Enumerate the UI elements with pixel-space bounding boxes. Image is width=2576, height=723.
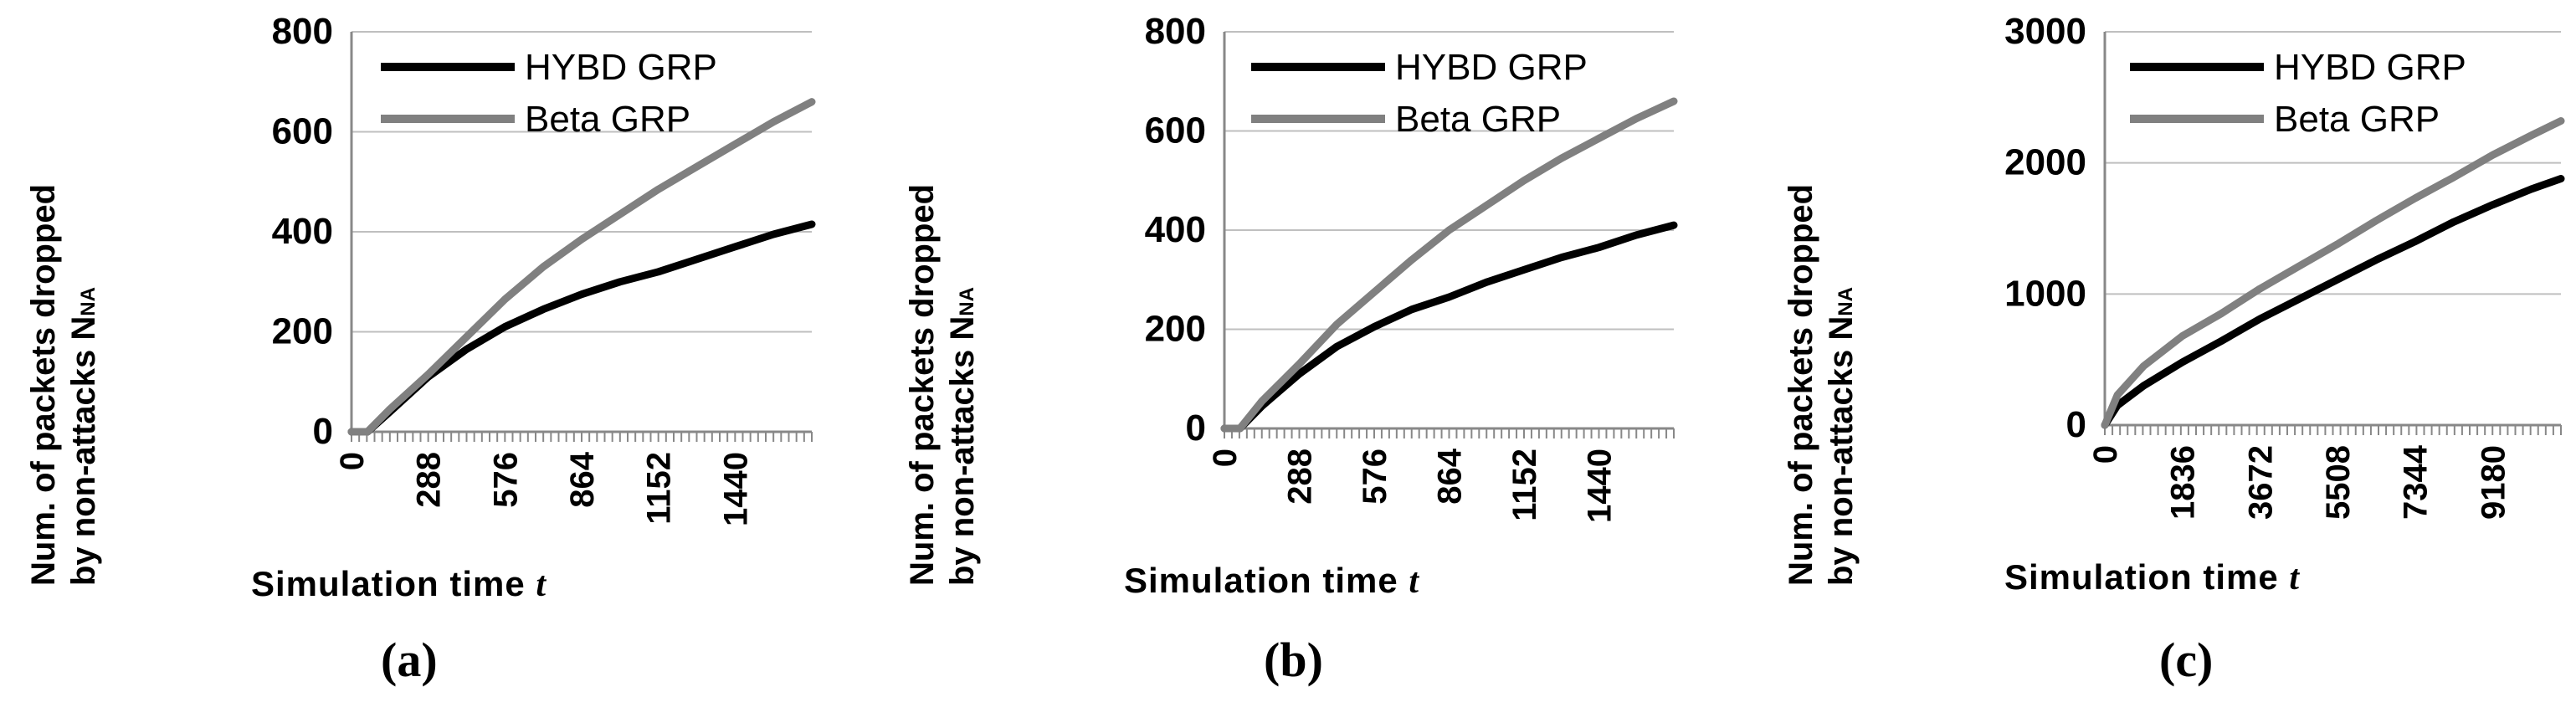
legend-label: HYBD GRP (1395, 47, 1588, 88)
y-tick-label: 200 (1145, 309, 1206, 350)
chart-3: 0 1000 2000 3000 0 1836 3672 5508 7344 9180 HYBD G… (2004, 11, 2565, 520)
x-tick-label: 1836 (2165, 445, 2202, 520)
legend-label: Beta GRP (1395, 99, 1561, 140)
y-tick-label: 600 (1145, 110, 1206, 151)
legend-label: Beta GRP (2274, 99, 2440, 140)
y-axis-title-line2: by non-attacks NNA (65, 287, 102, 586)
x-tick-label: 9180 (2475, 445, 2512, 520)
x-axis-title: Simulation time t (251, 564, 547, 604)
y-axis-title-line2: by non-attacks NNA (1823, 287, 1860, 586)
y-tick-label: 0 (313, 411, 333, 452)
x-tick-label: 7344 (2398, 444, 2435, 520)
y-axis-title: Num. of packets dropped by non-attacks NN… (23, 184, 109, 586)
y-tick-label: 400 (272, 211, 333, 252)
y-tick-label: 400 (1145, 209, 1206, 250)
y-tick-label: 600 (272, 111, 333, 152)
x-tick-label: 5508 (2320, 445, 2357, 520)
legend-label: Beta GRP (525, 99, 690, 140)
x-axis-title: Simulation time t (1124, 561, 1420, 601)
x-tick-label: 1440 (1582, 449, 1619, 523)
y-tick-label: 800 (1145, 11, 1206, 52)
y-axis-title-subscript: NA (956, 287, 978, 316)
x-tick-label: 576 (487, 452, 524, 508)
y-tick-label: 0 (2066, 404, 2086, 445)
series-line-hybd-grp (2101, 175, 2565, 429)
y-tick-label: 200 (272, 311, 333, 352)
y-tick-label: 800 (272, 11, 333, 52)
x-tick-label: 288 (411, 452, 448, 508)
x-tick-label: 576 (1357, 449, 1393, 505)
y-axis-title-line1: Num. of packets dropped (25, 183, 62, 586)
x-tick-label: 288 (1282, 449, 1319, 505)
y-tick-label: 1000 (2004, 273, 2086, 314)
chart-caption: (c) (2159, 633, 2214, 687)
y-axis-title-line1: Num. of packets dropped (904, 183, 941, 586)
series-line-hybd-grp (1220, 221, 1678, 433)
y-tick-label: 2000 (2004, 142, 2086, 183)
series-line-hybd-grp (347, 220, 816, 436)
legend-label: HYBD GRP (2274, 47, 2466, 88)
y-axis-title-subscript: NA (77, 287, 100, 316)
x-tick-label: 1152 (1506, 449, 1543, 521)
chart-caption: (a) (381, 633, 438, 687)
x-tick-label: 864 (1432, 448, 1469, 504)
y-tick-label: 0 (1186, 408, 1206, 449)
legend-label: HYBD GRP (525, 47, 717, 88)
series-line-beta-grp (1220, 97, 1678, 433)
x-axis-title: Simulation time t (2004, 557, 2301, 597)
x-axis-title-var: t (2289, 559, 2301, 597)
series-line-beta-grp (2101, 117, 2565, 429)
x-tick-label: 3672 (2242, 445, 2279, 520)
x-tick-label: 864 (564, 451, 601, 507)
chart-1: 0 200 400 600 800 0 288 576 864 1152 1440 HYBD GRP B… (272, 11, 816, 526)
x-tick-label: 0 (2087, 445, 2124, 464)
x-tick-label: 1440 (717, 452, 754, 526)
x-axis-title-var: t (1409, 562, 1420, 601)
y-axis-title: Num. of packets dropped by non-attacks NN… (1781, 184, 1866, 586)
x-axis-title-var: t (536, 566, 547, 604)
x-tick-label: 1152 (641, 452, 678, 525)
y-axis-title-subscript: NA (1835, 287, 1857, 316)
chart-2: 0 200 400 600 800 0 288 576 864 1152 1440 HYBD GRP B… (1145, 11, 1678, 523)
y-tick-label: 3000 (2004, 11, 2086, 52)
x-tick-label: 0 (1207, 449, 1244, 467)
chart-caption: (b) (1264, 633, 1323, 687)
y-axis-title-line2: by non-attacks NNA (944, 287, 981, 586)
y-axis-title: Num. of packets dropped by non-attacks NN… (902, 184, 988, 586)
x-tick-label: 0 (334, 452, 371, 470)
y-axis-title-line1: Num. of packets dropped (1783, 183, 1819, 586)
series-line-beta-grp (347, 98, 816, 436)
